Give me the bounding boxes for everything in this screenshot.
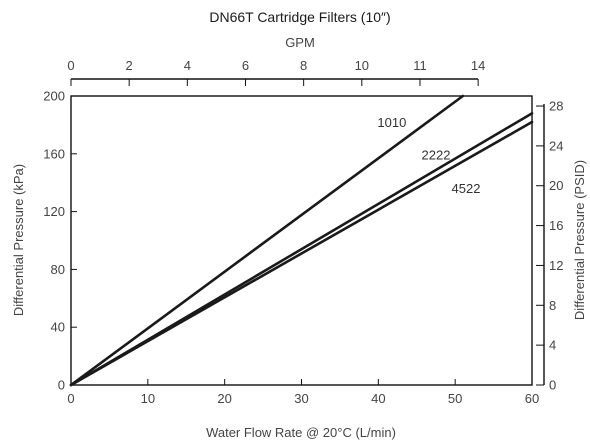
y-secondary-tick-label: 20	[549, 178, 563, 193]
x-tick-label: 10	[141, 391, 155, 406]
y-secondary-tick-label: 0	[549, 378, 556, 393]
x-secondary-tick-label: 10	[355, 58, 369, 73]
x-tick-label: 30	[294, 391, 308, 406]
y-tick-label: 80	[51, 262, 65, 277]
y-tick-label: 160	[43, 146, 65, 161]
series-label-4522: 4522	[452, 181, 481, 196]
y-tick-label: 120	[43, 204, 65, 219]
y-secondary-tick-label: 24	[549, 138, 563, 153]
x-tick-label: 50	[448, 391, 462, 406]
plot-frame	[70, 95, 533, 386]
y-secondary-tick-label: 12	[549, 258, 563, 273]
series-line-1010	[69, 94, 465, 387]
y-secondary-tick-label: 16	[549, 218, 563, 233]
x-secondary-axis-label: GPM	[285, 35, 315, 50]
x-secondary-tick-label: 4	[184, 58, 191, 73]
x-secondary-tick-label: 2	[126, 58, 133, 73]
x-secondary-tick-label: 8	[300, 58, 307, 73]
series-label-1010: 1010	[377, 115, 406, 130]
y-secondary-tick-label: 8	[549, 298, 556, 313]
series-label-2222: 2222	[422, 147, 451, 162]
x-secondary-tick-label: 0	[67, 58, 74, 73]
x-tick-label: 0	[67, 391, 74, 406]
y-secondary-axis-label: Differential Pressure (PSID)	[572, 160, 587, 320]
x-tick-label: 40	[371, 391, 385, 406]
series-line-4522	[69, 120, 534, 387]
y-tick-label: 40	[51, 320, 65, 335]
y-tick-label: 0	[58, 378, 65, 393]
series-layer: 1010 2222 4522	[69, 94, 534, 387]
x-secondary-tick-label: 11	[413, 58, 427, 73]
chart-title: DN66T Cartridge Filters (10″)	[209, 9, 390, 25]
x-tick-label: 60	[525, 391, 539, 406]
x-secondary-tick-label: 14	[471, 58, 485, 73]
x-tick-label: 20	[217, 391, 231, 406]
x-axis-label: Water Flow Rate @ 20°C (L/min)	[206, 425, 396, 440]
y-tick-label: 200	[43, 89, 65, 104]
y-secondary-tick-label: 4	[549, 338, 556, 353]
y-axis-label: Differential Pressure (kPa)	[11, 164, 26, 316]
x-secondary-tick-label: 6	[242, 58, 249, 73]
y-secondary-tick-label: 28	[549, 99, 563, 114]
